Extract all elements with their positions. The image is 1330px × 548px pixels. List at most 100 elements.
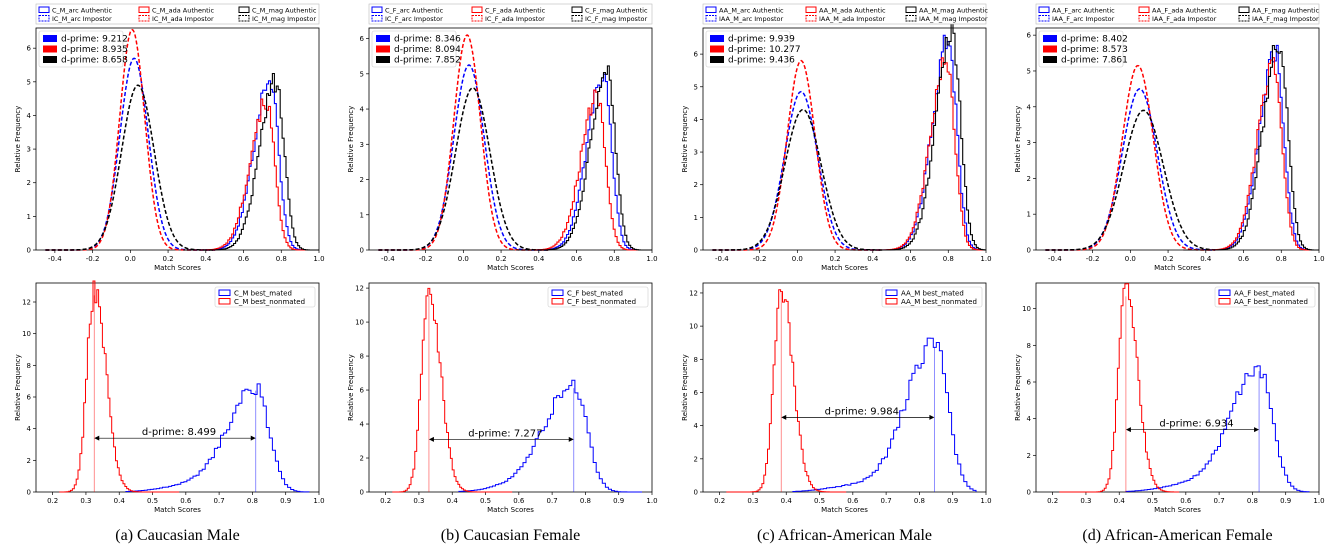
a-bottom-xlabel: Match Scores bbox=[154, 506, 201, 514]
b-bottom-ytick-label: 8 bbox=[360, 353, 364, 361]
d-top-xtick-label: 0.2 bbox=[1162, 255, 1173, 263]
c-top-ytick-label: 5 bbox=[694, 83, 698, 91]
dprime-swatch-arc bbox=[710, 35, 724, 42]
legend-box bbox=[702, 3, 987, 25]
legend-box bbox=[547, 286, 649, 308]
d-top-xtick-label: 1.0 bbox=[1313, 255, 1324, 263]
legend-item: AA_F_arc Authentic bbox=[1052, 7, 1115, 15]
legend-swatch-mag bbox=[1238, 6, 1250, 13]
legend-swatch-ada bbox=[471, 15, 483, 22]
dprime-swatch-ada bbox=[376, 45, 390, 53]
legend-swatch-arc bbox=[705, 15, 717, 22]
b-top-ytick-label: 4 bbox=[360, 106, 365, 114]
d-top-ytick-label: 2 bbox=[1027, 175, 1031, 183]
legend-swatch-arc bbox=[705, 6, 717, 13]
legend-swatch-mated bbox=[885, 289, 898, 296]
d-bottom-ylabel: Relative Frequency bbox=[1014, 354, 1022, 421]
a-top-ytick-label: 0 bbox=[27, 247, 31, 255]
b-top-ytick-label: 6 bbox=[360, 35, 365, 43]
c-top-ytick-label: 3 bbox=[694, 149, 698, 157]
dprime-swatch-mag bbox=[43, 56, 57, 63]
b-bottom-frame bbox=[368, 282, 653, 493]
legend-swatch-arc bbox=[1038, 15, 1050, 22]
b-top-xtick-label: 0.8 bbox=[609, 255, 620, 263]
authentic-hist-ada bbox=[1183, 57, 1319, 251]
legend-item: C_M_mag Authentic bbox=[252, 7, 317, 15]
caption-c: (c) African-American Male bbox=[757, 527, 932, 544]
dprime-label-arc: d-prime: 9.212 bbox=[61, 35, 128, 45]
d-top-xtick-label: 0.8 bbox=[1276, 255, 1287, 263]
c-bottom-ytick-label: 0 bbox=[694, 489, 698, 497]
d-bottom-ytick-label: 4 bbox=[1027, 415, 1032, 423]
panel-d-bottom: 0.2 0.3 0.4 0.5 0.6 0.7 0.8 0.9 1.0 0 2 4 6 8 10 Match … bbox=[1014, 282, 1325, 514]
dprime-legend-box bbox=[1038, 30, 1124, 68]
legend-item: AA_M_mag Authentic bbox=[919, 7, 988, 15]
nonmated-hist bbox=[59, 280, 180, 493]
legend-item: AA_M_ada Authentic bbox=[819, 7, 886, 15]
b-top-xtick-label: 0.4 bbox=[533, 255, 545, 263]
d-top-xtick-label: 0.4 bbox=[1200, 255, 1212, 263]
c-top-xtick-label: -0.4 bbox=[715, 255, 729, 263]
legend-box bbox=[368, 3, 653, 25]
legend-swatch-nonmated bbox=[1218, 298, 1231, 305]
legend-box bbox=[1035, 3, 1320, 25]
mated-hist bbox=[792, 337, 977, 492]
authentic-hist-arc bbox=[1183, 44, 1319, 251]
c-top-ytick-label: 6 bbox=[694, 51, 699, 59]
dprime-arrow-head-left bbox=[1125, 427, 1131, 433]
legend-box bbox=[214, 286, 316, 308]
impostor-curve-arc bbox=[1045, 88, 1216, 251]
dprime-label-arc: d-prime: 9.939 bbox=[728, 35, 795, 45]
dprime-annotation: d-prime: 9.984 bbox=[825, 406, 899, 417]
b-top-xtick-label: 0.2 bbox=[495, 255, 506, 263]
c-top-ylabel: Relative Frequency bbox=[681, 106, 689, 173]
a-top-xtick-label: 0.6 bbox=[238, 255, 250, 263]
b-bottom-xlabel: Match Scores bbox=[487, 506, 534, 514]
legend-item: AA_M best_nonmated bbox=[901, 298, 977, 306]
legend-swatch-mated bbox=[218, 289, 231, 296]
dprime-annotation: d-prime: 8.499 bbox=[142, 427, 216, 438]
dprime-annotation: d-prime: 7.277 bbox=[468, 428, 542, 439]
legend-item: AA_F_ada Authentic bbox=[1152, 7, 1217, 15]
legend-item: IAA_M_ada Impostor bbox=[819, 15, 886, 23]
b-bottom-xtick-label: 0.6 bbox=[513, 497, 525, 505]
b-bottom-ytick-label: 0 bbox=[360, 489, 364, 497]
c-bottom-xtick-label: 0.2 bbox=[714, 497, 725, 505]
d-bottom-xtick-label: 0.4 bbox=[1114, 497, 1126, 505]
legend-item: AA_M best_mated bbox=[901, 290, 964, 298]
a-top-xtick-label: 1.0 bbox=[313, 255, 324, 263]
a-bottom-ytick-label: 4 bbox=[27, 425, 32, 433]
impostor-curve-mag bbox=[712, 108, 883, 251]
authentic-hist-mag bbox=[850, 22, 986, 251]
d-bottom-xtick-label: 1.0 bbox=[1313, 497, 1324, 505]
legend-swatch-arc bbox=[38, 15, 50, 22]
legend-item: C_F_arc Authentic bbox=[385, 7, 444, 15]
dprime-label-ada: d-prime: 10.277 bbox=[728, 45, 801, 55]
panel-c-bottom: 0.2 0.3 0.4 0.5 0.6 0.7 0.8 0.9 1.0 0 2 4 6 8 10 12 Matc… bbox=[681, 282, 992, 514]
nonmated-hist bbox=[726, 289, 847, 493]
dprime-swatch-arc bbox=[43, 35, 57, 42]
legend-item: AA_M_arc Authentic bbox=[719, 7, 784, 15]
a-top-ytick-label: 4 bbox=[27, 112, 32, 120]
dprime-arrow-head-left bbox=[94, 435, 100, 441]
b-bottom-xtick-label: 0.8 bbox=[580, 497, 591, 505]
b-bottom-xtick-label: 0.9 bbox=[613, 497, 624, 505]
d-bottom-xtick-label: 0.3 bbox=[1080, 497, 1091, 505]
d-bottom-ytick-label: 10 bbox=[1022, 305, 1031, 313]
d-top-ytick-label: 6 bbox=[1027, 32, 1032, 40]
a-bottom-ytick-label: 2 bbox=[27, 457, 31, 465]
d-top-ytick-label: 5 bbox=[1027, 67, 1031, 75]
legend-swatch-mated bbox=[551, 289, 564, 296]
dprime-swatch-mag bbox=[1043, 56, 1057, 63]
a-top-xtick-label: -0.4 bbox=[48, 255, 62, 263]
a-top-ytick-label: 5 bbox=[27, 78, 31, 86]
c-bottom-xtick-label: 0.4 bbox=[781, 497, 793, 505]
legend-item: C_F best_nonmated bbox=[567, 298, 636, 306]
dprime-label-arc: d-prime: 8.346 bbox=[394, 35, 461, 45]
c-top-xtick-label: 0.6 bbox=[905, 255, 917, 263]
legend-box bbox=[1214, 286, 1316, 308]
b-bottom-xtick-label: 0.5 bbox=[480, 497, 491, 505]
dprime-label-ada: d-prime: 8.573 bbox=[1061, 45, 1128, 55]
impostor-curve-arc bbox=[378, 64, 549, 251]
